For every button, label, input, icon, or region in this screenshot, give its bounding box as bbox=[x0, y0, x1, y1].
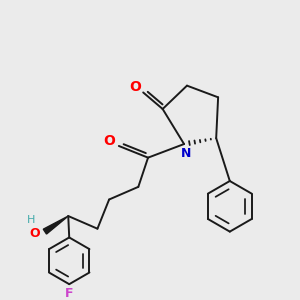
Text: O: O bbox=[30, 227, 40, 240]
Text: O: O bbox=[103, 134, 115, 148]
Text: F: F bbox=[65, 287, 74, 300]
Text: O: O bbox=[130, 80, 141, 94]
Text: H: H bbox=[27, 215, 35, 225]
Polygon shape bbox=[43, 216, 68, 234]
Text: N: N bbox=[181, 147, 191, 160]
